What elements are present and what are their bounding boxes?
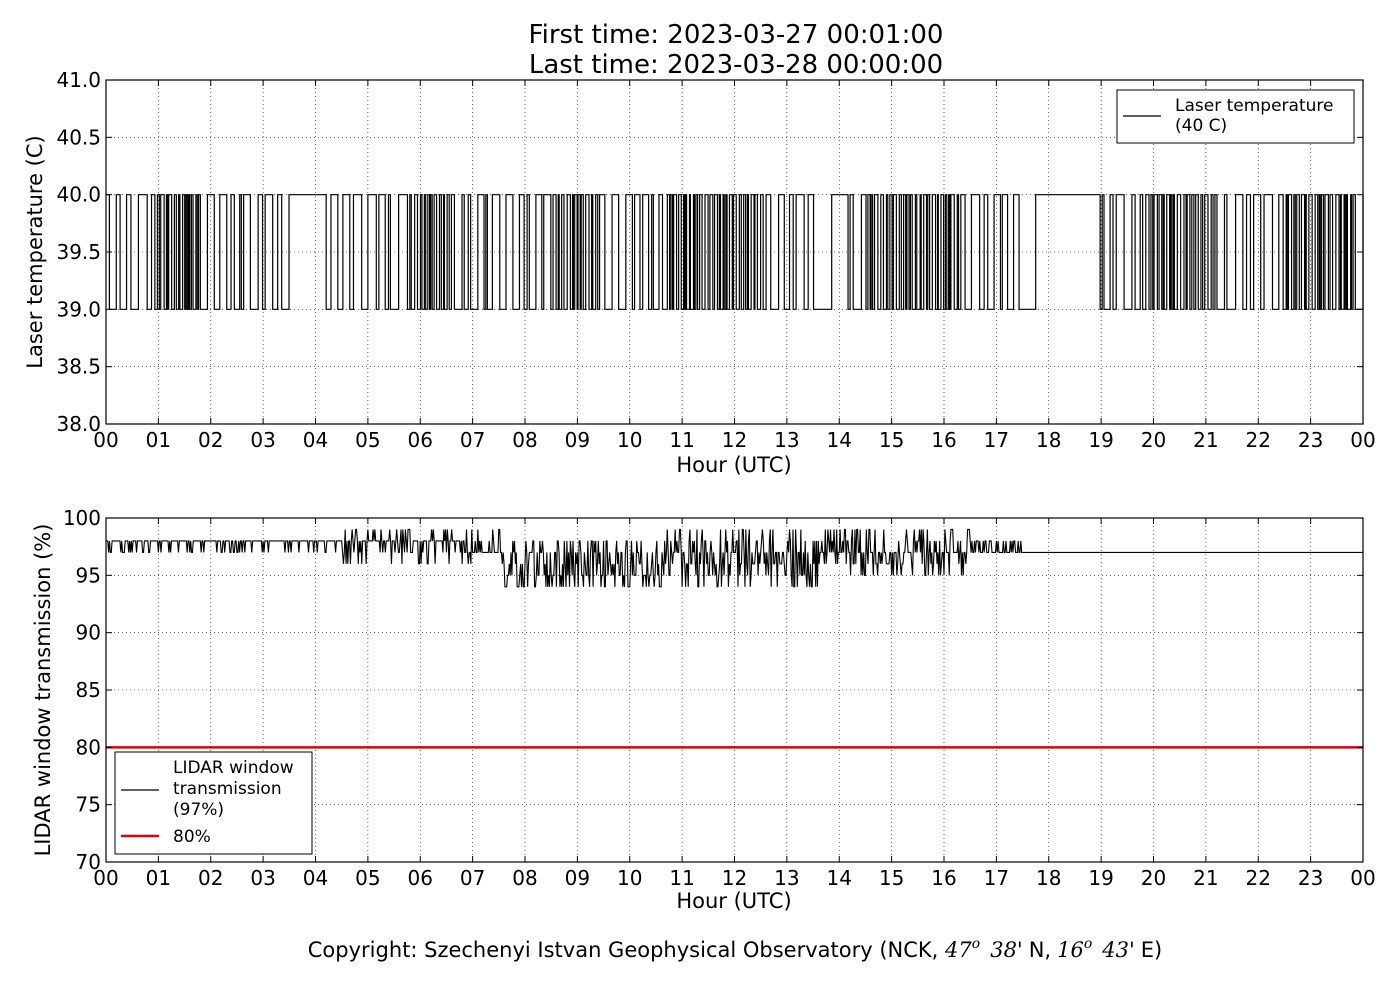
laser-temperature-y-tick-label: 39.0 [56, 297, 101, 321]
laser-temperature-x-tick-label: 01 [146, 428, 171, 452]
laser-temperature-y-tick-label: 40.5 [56, 125, 101, 149]
lidar-transmission-y-tick-label: 70 [76, 850, 101, 874]
laser-temperature-x-tick-label: 13 [774, 428, 799, 452]
lidar-transmission-x-tick-label: 22 [1246, 866, 1271, 890]
lidar-transmission-legend-label-line-3: (97%) [173, 800, 224, 820]
laser-temperature-x-tick-label: 04 [303, 428, 328, 452]
longitude-degree-mark: o [1084, 936, 1092, 952]
lidar-transmission-x-tick-label: 12 [722, 866, 747, 890]
laser-temperature-y-tick-label: 38.5 [56, 355, 101, 379]
laser-temperature-series [106, 194, 1364, 310]
lidar-transmission-x-tick-label: 23 [1298, 866, 1323, 890]
laser-temperature-x-tick-label: 05 [355, 428, 380, 452]
laser-temperature-x-tick-label: 18 [1036, 428, 1061, 452]
lidar-transmission-x-tick-label: 02 [198, 866, 223, 890]
laser-temperature-x-tick-label: 08 [512, 428, 537, 452]
laser-temperature-legend: Laser temperature (40 C) [1116, 89, 1355, 144]
lidar-transmission-y-tick-label: 95 [76, 563, 101, 587]
laser-temperature-x-tick-label: 23 [1298, 428, 1323, 452]
lidar-transmission-x-tick-label: 20 [1141, 866, 1166, 890]
laser-temperature-x-tick-label: 11 [669, 428, 694, 452]
lidar-transmission-x-tick-label: 08 [512, 866, 537, 890]
laser-temperature-x-tick-label: 00 [1350, 428, 1375, 452]
figure-title-line-2: Last time: 2023-03-28 00:00:00 [529, 50, 943, 80]
lidar-transmission-x-tick-label: 19 [1088, 866, 1113, 890]
laser-temperature-ticks: 00 01 02 03 04 05 06 07 08 09 10 11 12 13 14 15 16 17 18 19… [56, 68, 1375, 452]
copyright-text: Copyright: Szechenyi Istvan Geophysical … [308, 936, 1162, 962]
lidar-transmission-x-tick-label: 17 [984, 866, 1009, 890]
lidar-transmission-x-tick-label: 01 [146, 866, 171, 890]
laser-temperature-y-tick-label: 40.0 [56, 183, 101, 207]
laser-temperature-y-tick-label: 38.0 [56, 412, 101, 436]
laser-temperature-line [106, 194, 1364, 310]
latitude-minutes: 38' [990, 938, 1023, 962]
lidar-transmission-x-tick-label: 11 [669, 866, 694, 890]
lidar-transmission-x-tick-label: 18 [1036, 866, 1061, 890]
lidar-transmission-ticks: 00 01 02 03 04 05 06 07 08 09 10 11 12 13 14 15 16 17 18 19… [63, 506, 1376, 890]
figure-title-line-1: First time: 2023-03-27 00:01:00 [529, 20, 944, 50]
threshold-legend-label: 80% [173, 827, 211, 847]
laser-temperature-x-tick-label: 22 [1246, 428, 1271, 452]
lidar-transmission-legend-label-line-2: transmission [173, 779, 282, 799]
laser-temperature-x-tick-label: 02 [198, 428, 223, 452]
lidar-transmission-x-tick-label: 21 [1193, 866, 1218, 890]
laser-temperature-y-tick-label: 41.0 [56, 68, 101, 92]
laser-temperature-x-tick-label: 19 [1088, 428, 1113, 452]
laser-temperature-legend-label-line-1: Laser temperature [1175, 96, 1333, 116]
longitude-suffix: E) [1141, 938, 1162, 962]
longitude-minutes: 43' [1101, 938, 1135, 962]
laser-temperature-y-axis-label: Laser temperature (C) [23, 135, 47, 368]
lidar-transmission-x-tick-label: 15 [879, 866, 904, 890]
laser-temperature-x-tick-label: 16 [931, 428, 956, 452]
laser-temperature-x-tick-label: 20 [1141, 428, 1166, 452]
lidar-transmission-line [106, 528, 1363, 588]
lidar-transmission-x-tick-label: 09 [565, 866, 590, 890]
laser-temperature-x-tick-label: 10 [617, 428, 642, 452]
lidar-transmission-panel: 00 01 02 03 04 05 06 07 08 09 10 11 12 13 14 15 16 17 18 19… [31, 506, 1376, 913]
lidar-transmission-x-tick-label: 00 [1350, 866, 1375, 890]
latitude-degree-mark: o [972, 936, 980, 952]
longitude-degrees: 16 [1057, 938, 1084, 962]
lidar-transmission-x-tick-label: 16 [931, 866, 956, 890]
laser-temperature-x-tick-label: 17 [984, 428, 1009, 452]
lidar-transmission-x-tick-label: 05 [355, 866, 380, 890]
lidar-transmission-x-tick-label: 00 [93, 866, 118, 890]
lidar-transmission-y-tick-label: 75 [76, 793, 101, 817]
latitude-degrees: 47 [944, 938, 972, 962]
lidar-transmission-y-tick-label: 100 [63, 506, 101, 530]
copyright-prefix: Copyright: Szechenyi Istvan Geophysical … [308, 938, 945, 962]
lidar-transmission-x-axis-label: Hour (UTC) [676, 889, 791, 913]
laser-temperature-panel: 00 01 02 03 04 05 06 07 08 09 10 11 12 13 14 15 16 17 18 19… [23, 68, 1376, 477]
lidar-transmission-series [106, 528, 1363, 749]
lidar-transmission-x-tick-label: 13 [774, 866, 799, 890]
laser-temperature-x-tick-label: 15 [879, 428, 904, 452]
lidar-transmission-legend: LIDAR window transmission (97%) 80% [114, 751, 313, 855]
laser-temperature-x-tick-label: 12 [722, 428, 747, 452]
laser-temperature-x-tick-label: 14 [827, 428, 852, 452]
lidar-transmission-y-tick-label: 80 [76, 735, 101, 759]
laser-temperature-x-tick-label: 03 [250, 428, 275, 452]
lidar-transmission-x-tick-label: 10 [617, 866, 642, 890]
lidar-transmission-legend-label-line-1: LIDAR window [173, 758, 294, 778]
laser-temperature-x-tick-label: 07 [460, 428, 485, 452]
lidar-transmission-y-tick-label: 90 [76, 621, 101, 645]
laser-temperature-y-tick-label: 39.5 [56, 240, 101, 264]
lidar-transmission-grid [106, 518, 1363, 862]
lidar-transmission-x-tick-label: 14 [827, 866, 852, 890]
lidar-transmission-x-tick-label: 07 [460, 866, 485, 890]
laser-temperature-x-tick-label: 00 [93, 428, 118, 452]
lidar-transmission-x-tick-label: 04 [303, 866, 328, 890]
latitude-suffix: N, [1029, 938, 1051, 962]
laser-temperature-x-tick-label: 06 [408, 428, 433, 452]
laser-temperature-x-axis-label: Hour (UTC) [676, 453, 791, 477]
lidar-transmission-y-axis-label: LIDAR window transmission (%) [31, 524, 55, 857]
lidar-transmission-y-tick-label: 85 [76, 678, 101, 702]
laser-temperature-x-tick-label: 09 [565, 428, 590, 452]
laser-temperature-legend-label-line-2: (40 C) [1175, 116, 1227, 136]
lidar-transmission-x-tick-label: 06 [408, 866, 433, 890]
laser-temperature-x-tick-label: 21 [1193, 428, 1218, 452]
lidar-transmission-x-tick-label: 03 [250, 866, 275, 890]
